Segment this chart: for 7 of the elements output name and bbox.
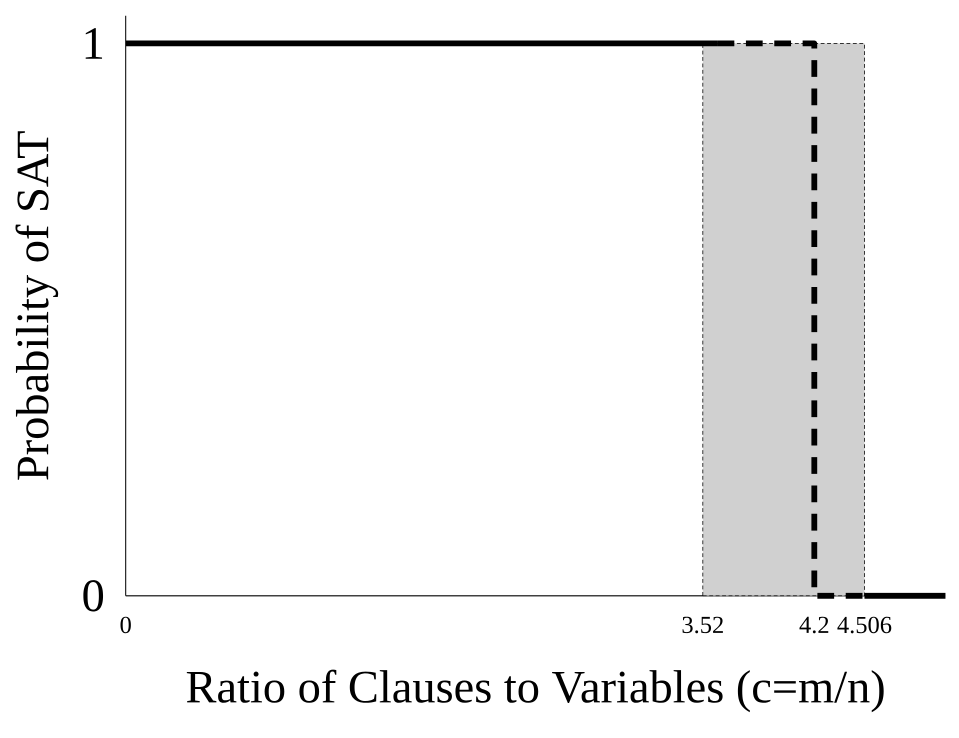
x-tick-label: 3.52	[682, 616, 723, 634]
x-tick-label: 0	[120, 616, 131, 634]
x-axis-title: Ratio of Clauses to Variables (c=m/n)	[186, 670, 884, 712]
y-tick-label: 1	[86, 28, 102, 59]
x-tick-label: 4.506	[837, 616, 892, 634]
x-tick-label: 4.2	[799, 616, 828, 634]
y-axis-title: Probability of SAT	[15, 131, 58, 480]
